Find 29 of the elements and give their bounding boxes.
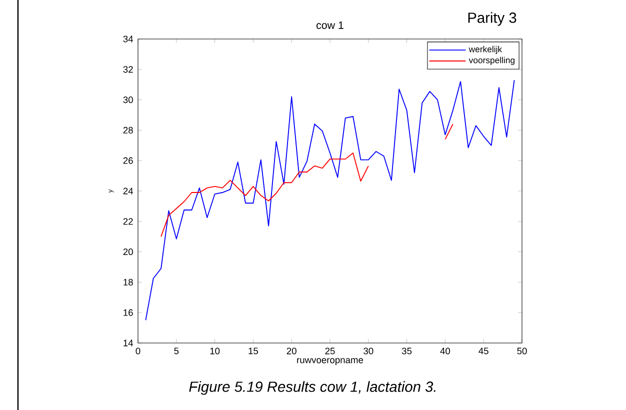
y-tick-label: 20 bbox=[123, 248, 133, 256]
x-tick-label: 45 bbox=[478, 348, 488, 354]
x-tick-label: 20 bbox=[286, 348, 296, 354]
x-tick-label: 0 bbox=[136, 348, 140, 354]
text: Parity 3 bbox=[468, 12, 516, 26]
y-tick-label: 18 bbox=[124, 278, 133, 286]
x-tick-label: 50 bbox=[517, 348, 527, 354]
y-tick-label: 22 bbox=[123, 218, 133, 225]
y-tick-label: 26 bbox=[123, 157, 133, 164]
y-tick-label: 28 bbox=[123, 126, 133, 134]
x-tick-label: 30 bbox=[364, 348, 374, 354]
x-tick-label: 15 bbox=[248, 348, 258, 354]
x-tick-label: 40 bbox=[440, 348, 450, 354]
y-tick-label: 24 bbox=[123, 188, 134, 194]
x-axis-title: ruwvoeropname bbox=[297, 358, 364, 366]
y-tick-label: 32 bbox=[123, 66, 133, 73]
y-tick-label: 16 bbox=[124, 309, 133, 316]
chart-title: cow 1 bbox=[316, 22, 344, 29]
y-tick-label: 30 bbox=[123, 96, 133, 104]
caption: Figure 5.19 Results cow 1, lactation 3. bbox=[189, 381, 436, 395]
legend-label: voorspelling bbox=[468, 56, 514, 65]
x-tick-label: 25 bbox=[325, 348, 335, 354]
line-series bbox=[145, 80, 515, 321]
x-tick-label: 10 bbox=[210, 348, 220, 354]
legend-label: werkelijk bbox=[468, 46, 502, 54]
y-tick-label: 34 bbox=[123, 36, 134, 42]
y-tick-label: 14 bbox=[124, 340, 134, 346]
x-tick-label: 35 bbox=[402, 348, 412, 354]
x-tick-label: 5 bbox=[174, 348, 179, 354]
